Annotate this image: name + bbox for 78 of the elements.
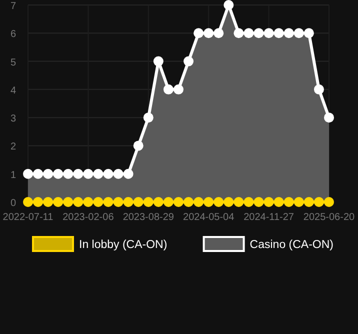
point xyxy=(294,197,304,207)
point xyxy=(204,197,214,207)
point xyxy=(254,197,264,207)
y-tick-label: 4 xyxy=(10,85,16,96)
point xyxy=(194,28,204,38)
legend-label: Casino (CA-ON) xyxy=(250,239,334,251)
point xyxy=(123,197,134,207)
point xyxy=(234,197,244,207)
x-tick-label: 2022-07-11 xyxy=(2,212,54,223)
point xyxy=(224,197,234,207)
point xyxy=(184,197,194,207)
point xyxy=(214,197,224,207)
point xyxy=(33,197,44,207)
point xyxy=(113,168,124,179)
point xyxy=(324,112,334,123)
point xyxy=(103,168,114,179)
point xyxy=(284,28,294,38)
point xyxy=(133,197,144,207)
point xyxy=(194,197,204,207)
point xyxy=(314,197,324,207)
point xyxy=(143,112,154,123)
point xyxy=(123,168,134,179)
point xyxy=(274,28,284,38)
point xyxy=(63,168,74,179)
y-tick-label: 7 xyxy=(10,1,16,12)
point xyxy=(294,28,304,38)
legend-label: In lobby (CA-ON) xyxy=(79,239,168,251)
point xyxy=(43,168,54,179)
point xyxy=(204,28,214,38)
point xyxy=(304,197,314,207)
point xyxy=(304,28,314,38)
point xyxy=(133,140,144,151)
point xyxy=(153,197,164,207)
point xyxy=(53,197,64,207)
point xyxy=(264,28,274,38)
point xyxy=(234,28,244,38)
x-tick-label: 2023-02-06 xyxy=(62,212,114,223)
point xyxy=(163,197,174,207)
point xyxy=(254,28,264,38)
point xyxy=(23,197,33,207)
y-tick-label: 3 xyxy=(10,114,16,125)
x-tick-label: 2023-08-29 xyxy=(122,212,174,223)
point xyxy=(184,56,194,66)
point xyxy=(244,197,254,207)
point xyxy=(244,28,254,38)
point xyxy=(153,56,164,66)
point xyxy=(174,84,184,94)
point xyxy=(264,197,274,207)
point xyxy=(274,197,284,207)
point xyxy=(53,168,64,179)
y-tick-label: 2 xyxy=(10,142,16,153)
y-tick-label: 5 xyxy=(10,57,16,68)
point xyxy=(83,197,94,207)
point xyxy=(163,84,174,94)
point xyxy=(93,197,104,207)
point xyxy=(143,197,154,207)
point xyxy=(33,168,44,179)
y-tick-label: 0 xyxy=(10,198,16,209)
y-tick-label: 1 xyxy=(10,170,16,181)
point xyxy=(43,197,54,207)
point xyxy=(324,197,334,207)
point xyxy=(103,197,114,207)
point xyxy=(214,28,224,38)
point xyxy=(284,197,294,207)
x-tick-label: 2024-05-04 xyxy=(183,212,235,223)
point xyxy=(93,168,104,179)
x-tick-label: 2024-11-27 xyxy=(244,212,294,223)
point xyxy=(73,168,84,179)
y-tick-label: 6 xyxy=(10,29,16,40)
point xyxy=(314,84,324,94)
point xyxy=(224,0,234,10)
point xyxy=(174,197,184,207)
point xyxy=(23,168,33,179)
point xyxy=(73,197,84,207)
point xyxy=(63,197,74,207)
x-tick-label: 2025-06-20 xyxy=(303,212,356,223)
point xyxy=(83,168,94,179)
point xyxy=(113,197,124,207)
